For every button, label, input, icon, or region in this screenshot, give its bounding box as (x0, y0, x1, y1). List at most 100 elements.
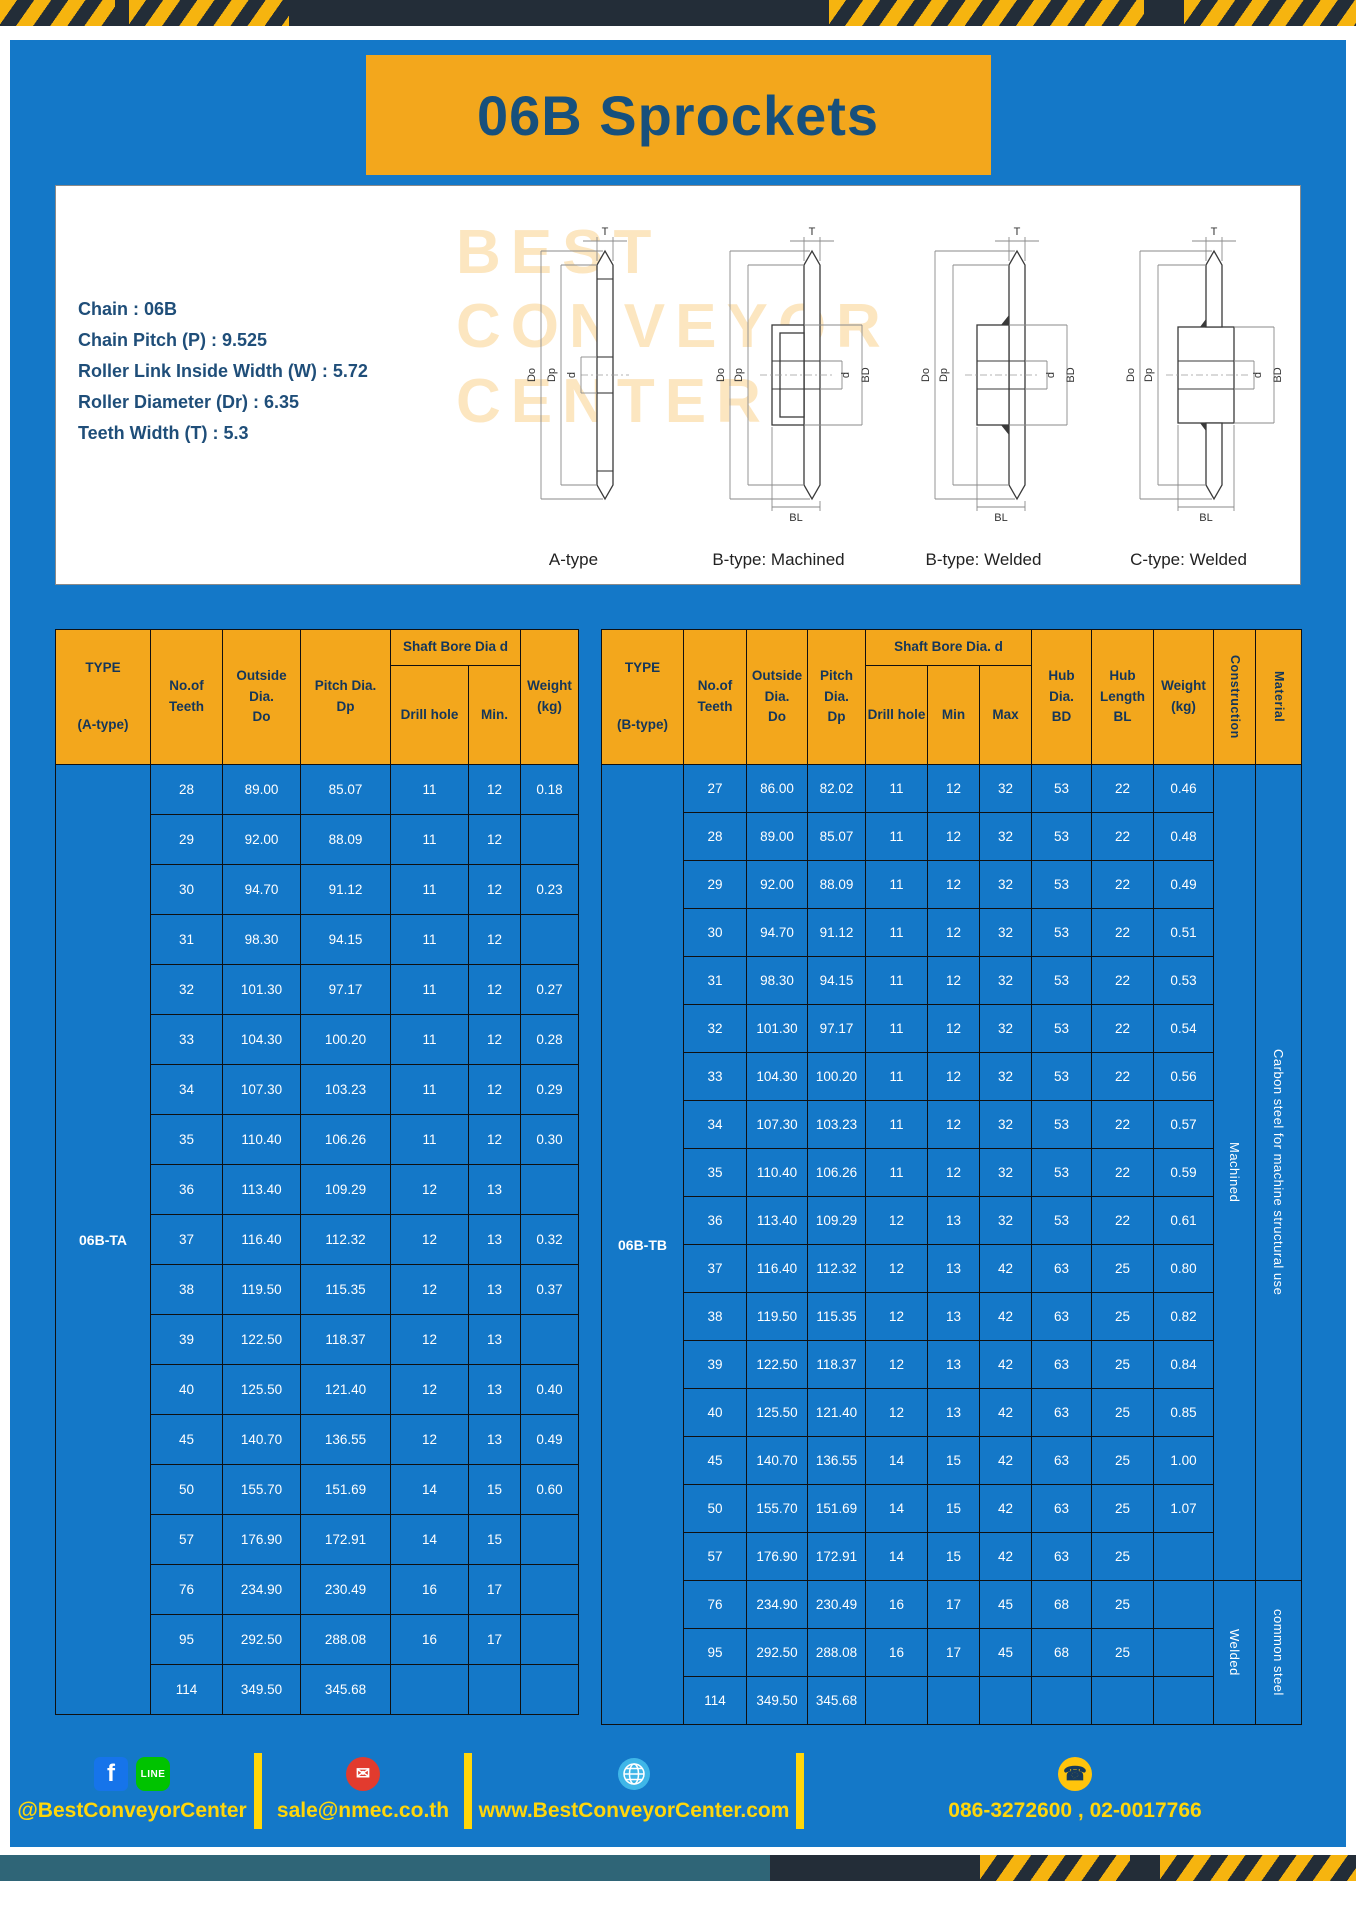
col-header-weight: Weight (kg) (520, 629, 580, 765)
data-cell: 100.20 (300, 1014, 391, 1065)
data-cell: 11 (865, 956, 929, 1005)
data-cell: 11 (390, 964, 469, 1015)
data-cell: 30 (150, 864, 223, 915)
top-hazard-bar (0, 0, 1356, 26)
data-cell: 50 (150, 1464, 223, 1515)
email-address[interactable]: sale@nmec.co.th (276, 1799, 450, 1822)
dim-label-Dp: Dp (938, 368, 950, 382)
phone-numbers[interactable]: 086-3272600 , 02-0017766 (948, 1799, 1202, 1822)
data-cell: 63 (1031, 1532, 1093, 1581)
data-cell: 116.40 (222, 1214, 301, 1265)
data-cell: 155.70 (746, 1484, 809, 1533)
data-cell (390, 1664, 469, 1715)
data-cell (1153, 1676, 1215, 1725)
data-cell: 292.50 (222, 1614, 301, 1665)
line-icon[interactable]: LINE (136, 1757, 170, 1791)
globe-icon[interactable] (617, 1757, 651, 1791)
table-row: 95 292.50 288.08 16 17 45 68 25 (602, 1628, 1302, 1677)
data-cell: 25 (1091, 1388, 1155, 1437)
data-cell: 0.49 (1153, 860, 1215, 909)
data-cell: 12 (390, 1164, 469, 1215)
data-cell: 39 (683, 1340, 748, 1389)
data-cell: 0.82 (1153, 1292, 1215, 1341)
dim-label-Do: Do (526, 368, 538, 382)
mail-icon[interactable]: ✉ (346, 1757, 380, 1791)
spec-line-roller-width: Roller Link Inside Width (W) : 5.72 (78, 360, 368, 381)
data-cell: 11 (865, 812, 929, 861)
spacer (0, 1847, 1356, 1855)
construction-cell: Welded (1213, 1580, 1257, 1725)
data-cell: 121.40 (300, 1364, 391, 1415)
data-cell: 57 (683, 1532, 748, 1581)
data-cell: 136.55 (300, 1414, 391, 1465)
data-cell: 53 (1031, 1196, 1093, 1245)
line-glyph: LINE (140, 1768, 166, 1780)
hazard-stripe-segment (829, 0, 1144, 26)
data-cell: 92.00 (746, 860, 809, 909)
dim-label-Do: Do (1125, 368, 1137, 382)
data-cell: 25 (1091, 1436, 1155, 1485)
table-row: 35 110.40 106.26 11 12 32 53 22 0.59 (602, 1148, 1302, 1197)
data-cell: 155.70 (222, 1464, 301, 1515)
data-cell: 98.30 (222, 914, 301, 965)
data-cell (520, 1164, 580, 1215)
data-cell: 45 (979, 1628, 1033, 1677)
data-cell: 16 (390, 1614, 469, 1665)
data-cell: 12 (927, 764, 981, 813)
data-cell: 292.50 (746, 1628, 809, 1677)
data-cell: 15 (467, 1514, 522, 1565)
diagram-panel: BEST CONVEYOR CENTER Chain : 06B Chain P… (55, 185, 1301, 585)
facebook-handle[interactable]: @BestConveyorCenter (17, 1799, 247, 1822)
data-cell: 13 (467, 1164, 522, 1215)
data-cell: 12 (927, 1100, 981, 1149)
data-cell: 37 (150, 1214, 223, 1265)
facebook-icon[interactable]: f (94, 1757, 128, 1791)
data-cell: 122.50 (746, 1340, 809, 1389)
data-cell (467, 1664, 522, 1715)
data-cell: 22 (1091, 764, 1155, 813)
data-cell: 11 (865, 764, 929, 813)
data-cell: 103.23 (807, 1100, 867, 1149)
data-cell: 113.40 (746, 1196, 809, 1245)
data-cell: 14 (865, 1436, 929, 1485)
data-cell: 82.02 (807, 764, 867, 813)
table-row: 39 122.50 118.37 12 13 (56, 1314, 580, 1365)
table-row: 33 104.30 100.20 11 12 32 53 22 0.56 (602, 1052, 1302, 1101)
data-cell: 104.30 (222, 1014, 301, 1065)
data-cell: 115.35 (807, 1292, 867, 1341)
spacer (0, 26, 1356, 40)
data-cell: 32 (979, 860, 1033, 909)
data-cell: 17 (467, 1614, 522, 1665)
data-cell: 94.15 (807, 956, 867, 1005)
data-cell: 32 (979, 956, 1033, 1005)
website-url[interactable]: www.BestConveyorCenter.com (478, 1799, 790, 1822)
data-cell: 11 (865, 1052, 929, 1101)
data-cell: 17 (927, 1628, 981, 1677)
data-cell: 85.07 (300, 764, 391, 815)
data-cell: 140.70 (222, 1414, 301, 1465)
data-cell: 151.69 (300, 1464, 391, 1515)
watermark-line: BEST (456, 218, 662, 287)
col-header-shaft-bore-group: Shaft Bore Dia. d (865, 629, 1033, 666)
data-cell: 53 (1031, 860, 1093, 909)
data-cell: 88.09 (807, 860, 867, 909)
table-row: 29 92.00 88.09 11 12 32 53 22 0.49 (602, 860, 1302, 909)
data-cell: 95 (683, 1628, 748, 1677)
data-cell: 12 (390, 1314, 469, 1365)
col-header-teeth: No.of Teeth (683, 629, 748, 765)
dim-label-T: T (808, 226, 815, 238)
col-header-hub-dia: Hub Dia. BD (1031, 629, 1093, 765)
col-header-min: Min (927, 665, 981, 765)
data-cell: 22 (1091, 956, 1155, 1005)
data-cell: 30 (683, 908, 748, 957)
data-cell: 12 (927, 956, 981, 1005)
diagram-caption: B-type: Machined (712, 550, 845, 569)
facebook-glyph: f (107, 1760, 115, 1787)
data-cell: 15 (927, 1484, 981, 1533)
data-cell: 11 (390, 1014, 469, 1065)
data-cell: 0.59 (1153, 1148, 1215, 1197)
phone-icon[interactable]: ☎ (1058, 1757, 1092, 1791)
diagram-c-type-welded: T Do Dp d (1091, 202, 1286, 576)
data-cell: 151.69 (807, 1484, 867, 1533)
col-header-type: TYPE (A-type) (55, 629, 151, 765)
